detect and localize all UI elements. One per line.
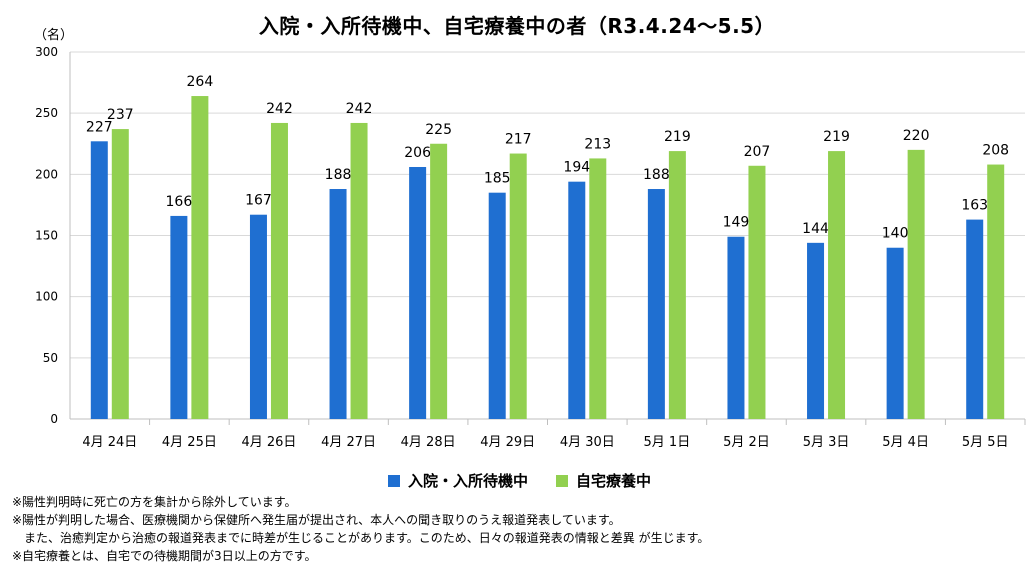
data-label-waiting: 188 [325, 167, 352, 183]
x-tick-label: 5月 4日 [882, 435, 929, 450]
bar-waiting [329, 189, 347, 419]
x-tick-label: 5月 3日 [803, 435, 850, 450]
bar-home [668, 151, 686, 419]
bar-home [589, 158, 607, 419]
data-label-waiting: 206 [404, 145, 431, 161]
bar-waiting [170, 215, 188, 419]
data-label-home: 225 [425, 122, 452, 138]
data-label-home: 220 [903, 128, 930, 144]
data-label-waiting: 167 [245, 193, 272, 209]
data-label-waiting: 185 [484, 171, 511, 187]
data-label-waiting: 163 [961, 198, 988, 214]
legend: 入院・入所待機中 自宅療養中 [388, 470, 679, 491]
data-label-home: 219 [823, 129, 850, 145]
legend-item-waiting: 入院・入所待機中 [388, 470, 528, 491]
footnote: ※陽性判明時に死亡の方を集計から除外しています。 [12, 495, 297, 509]
data-label-waiting: 149 [723, 215, 750, 231]
bar-waiting [409, 166, 427, 419]
legend-swatch-waiting [388, 474, 400, 487]
y-tick-label: 200 [35, 167, 58, 181]
y-tick-label: 250 [35, 106, 58, 120]
chart-title: 入院・入所待機中、自宅療養中の者（R3.4.24～5.5） [258, 14, 776, 38]
data-label-waiting: 227 [86, 119, 113, 135]
footnote: また、治癒判定から治癒の報道発表までに時差が生じることがあります。このため、日々… [24, 531, 710, 545]
bar-home [509, 153, 527, 419]
data-label-home: 217 [505, 132, 532, 148]
legend-swatch-home [556, 474, 569, 487]
legend-item-home: 自宅療養中 [556, 470, 651, 491]
data-label-home: 208 [982, 143, 1009, 159]
data-label-waiting: 144 [802, 221, 829, 237]
bar-home [828, 151, 846, 419]
bar-waiting [966, 219, 984, 419]
bar-waiting [249, 214, 267, 419]
bar-home [987, 164, 1005, 419]
bar-home [748, 165, 766, 419]
data-label-home: 264 [187, 74, 214, 90]
bar-waiting [568, 181, 586, 419]
data-label-home: 219 [664, 129, 691, 145]
x-tick-label: 4月 27日 [321, 435, 376, 450]
data-label-home: 242 [346, 101, 373, 117]
x-tick-label: 5月 5日 [962, 435, 1009, 450]
bar-home [191, 96, 209, 419]
x-tick-label: 5月 2日 [723, 435, 770, 450]
y-tick-label: 300 [35, 45, 58, 59]
y-tick-label: 150 [35, 229, 58, 243]
bar-home [430, 143, 448, 419]
x-tick-label: 4月 30日 [560, 435, 615, 450]
legend-label-home: 自宅療養中 [576, 472, 652, 490]
data-label-waiting: 194 [563, 160, 590, 176]
data-label-home: 242 [266, 101, 293, 117]
data-label-waiting: 166 [166, 194, 193, 210]
bar-waiting [727, 236, 745, 419]
bar-home [907, 149, 925, 419]
data-label-waiting: 140 [882, 226, 909, 242]
x-tick-label: 4月 26日 [241, 435, 296, 450]
y-tick-label: 100 [35, 290, 58, 304]
legend-label-waiting: 入院・入所待機中 [408, 472, 529, 490]
footnote: ※自宅療養とは、自宅での待機期間が3日以上の方です。 [12, 549, 317, 563]
x-tick-label: 4月 25日 [162, 435, 217, 450]
data-label-waiting: 188 [643, 167, 670, 183]
bar-waiting [488, 192, 506, 419]
y-tick-label: 0 [50, 412, 58, 426]
data-label-home: 237 [107, 107, 134, 123]
x-tick-label: 4月 24日 [82, 435, 137, 450]
footnotes: ※陽性判明時に死亡の方を集計から除外しています。 ※陽性が判明した場合、医療機関… [12, 493, 709, 565]
data-label-home: 213 [584, 136, 611, 152]
y-axis-unit: （名） [34, 28, 74, 43]
x-tick-label: 4月 29日 [480, 435, 535, 450]
bar-waiting [90, 141, 108, 419]
bar-home [350, 122, 368, 419]
bar-home [111, 129, 129, 419]
bar-waiting [886, 247, 904, 419]
x-tick-label: 4月 28日 [401, 435, 456, 450]
bar-waiting [647, 189, 665, 419]
y-tick-label: 50 [43, 351, 58, 365]
footnote: ※陽性が判明した場合、医療機関から保健所へ発生届が提出され、本人への聞き取りのう… [12, 513, 621, 527]
x-tick-label: 5月 1日 [644, 435, 691, 450]
bar-waiting [807, 242, 825, 419]
bar-home [270, 122, 288, 419]
data-label-home: 207 [744, 144, 771, 160]
